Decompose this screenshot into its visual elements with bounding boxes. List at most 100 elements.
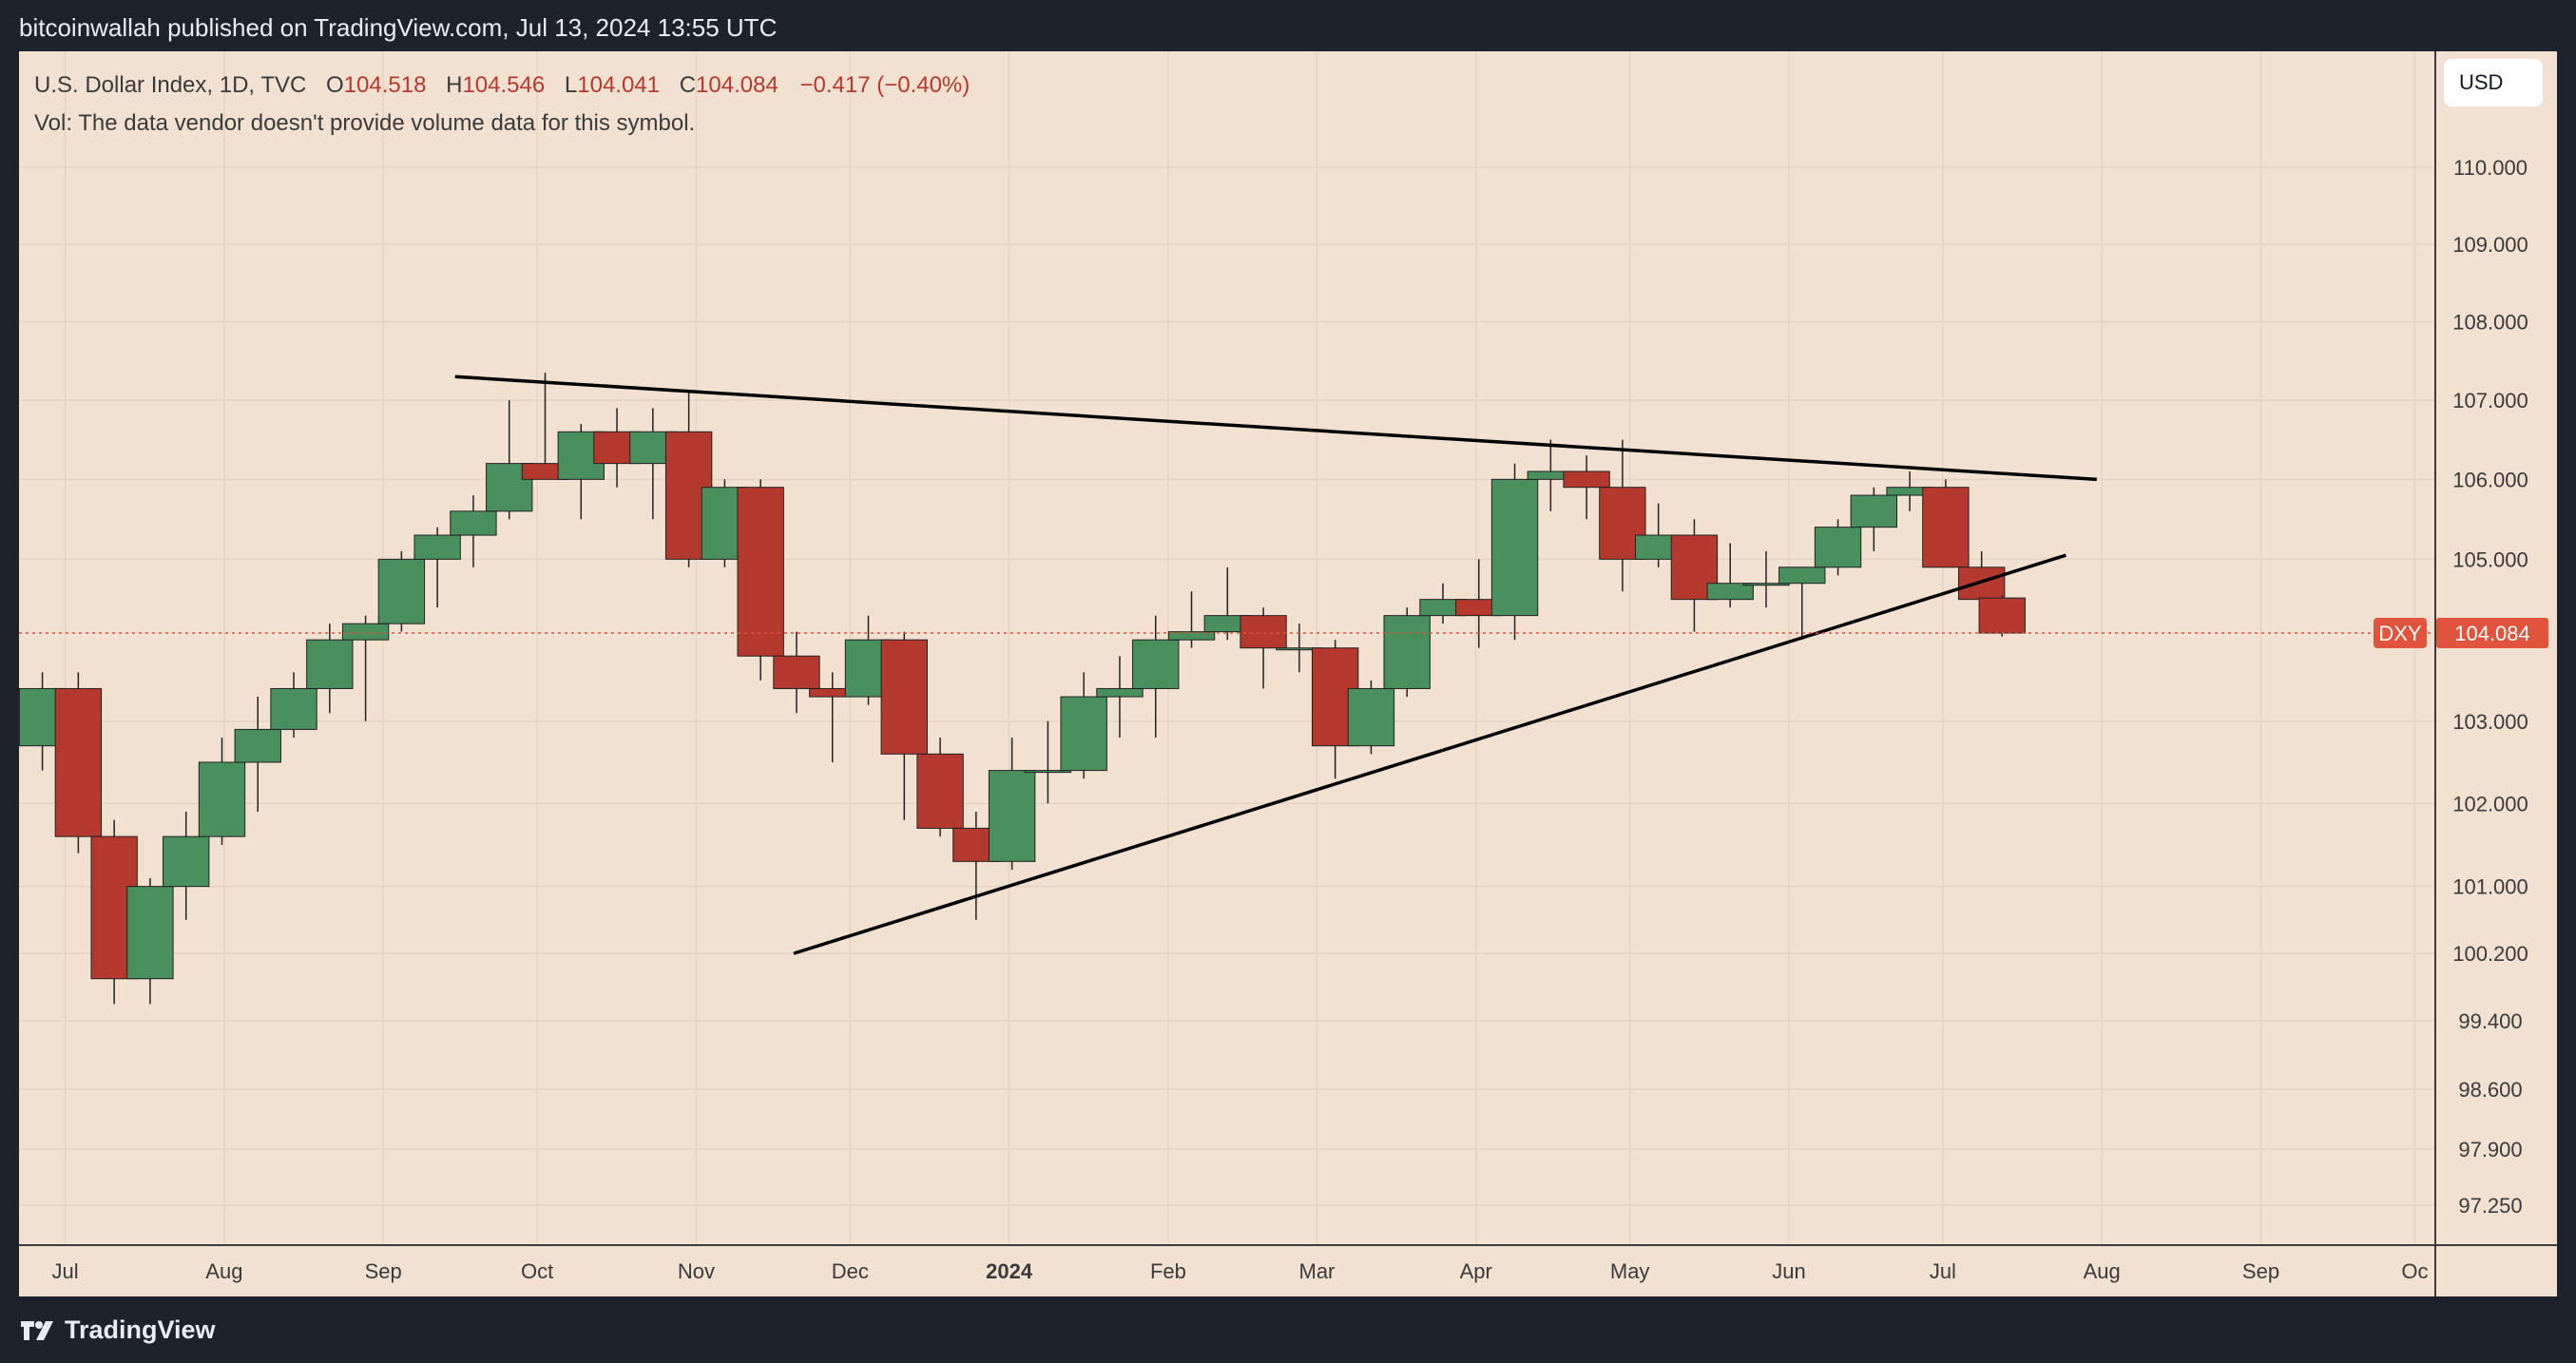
- change-value: −0.417 (−0.40%): [799, 72, 971, 98]
- candle-body: [1563, 470, 1610, 489]
- candle-body: [1922, 487, 1970, 568]
- candle-up: [1167, 591, 1216, 648]
- candle-up: [306, 624, 354, 714]
- y-tick-label: 108.000: [2452, 311, 2528, 335]
- x-tick-label: Oc: [2401, 1259, 2428, 1283]
- candle-body: [1778, 566, 1826, 585]
- candle-down: [773, 631, 820, 714]
- candle-up: [1096, 656, 1144, 739]
- candle-body: [377, 558, 426, 624]
- x-tick-label: Mar: [1299, 1259, 1336, 1283]
- candle-up: [1383, 607, 1431, 698]
- y-tick-label: 101.000: [2452, 875, 2528, 899]
- trendline-lower: [793, 553, 2067, 955]
- candle-up: [1778, 566, 1826, 641]
- candle-body: [1814, 527, 1862, 568]
- y-tick-label: 100.200: [2452, 942, 2528, 966]
- x-tick-label: Dec: [832, 1259, 869, 1283]
- axes: 110.000 109.000 108.000 107.000 106.000 105.0…: [19, 51, 2557, 1296]
- trendline-upper: [454, 374, 2097, 482]
- close-value: 104.084: [696, 72, 779, 98]
- y-tick-label: 110.000: [2453, 156, 2528, 180]
- candle-up: [413, 527, 461, 608]
- candle-down: [916, 738, 964, 837]
- x-tick-label: May: [1610, 1259, 1650, 1283]
- x-tick-label: Feb: [1150, 1259, 1186, 1283]
- candle-body: [126, 886, 174, 980]
- candle-body: [880, 639, 928, 755]
- x-tick-label: Jul: [52, 1259, 79, 1283]
- y-tick-label: 107.000: [2452, 389, 2528, 413]
- candle-body: [1978, 597, 2026, 634]
- candle-body: [450, 510, 497, 536]
- tradingview-logo[interactable]: TradingView: [19, 1315, 216, 1345]
- candle-body: [1383, 615, 1431, 689]
- x-tick-label: Nov: [678, 1259, 715, 1283]
- candle-down: [737, 479, 784, 681]
- legend-header: U.S. Dollar Index, 1D, TVC O104.518 H104…: [34, 67, 975, 105]
- high-value: 104.546: [462, 72, 546, 98]
- y-tick-label: 98.600: [2458, 1078, 2522, 1102]
- candle-body: [988, 770, 1036, 862]
- volume-note: Vol: The data vendor doesn't provide vol…: [34, 110, 696, 136]
- candle-body: [1167, 631, 1216, 641]
- legend: U.S. Dollar Index, 1D, TVC O104.518 H104…: [34, 67, 975, 143]
- x-tick-label: Sep: [2242, 1259, 2279, 1283]
- candle-up: [1814, 519, 1862, 576]
- close-label: C: [679, 72, 697, 98]
- y-tick-label: 105.000: [2452, 547, 2528, 571]
- candle-body: [1132, 639, 1180, 689]
- top-bar: [0, 0, 2576, 51]
- symbol-tag-bg: [2374, 618, 2427, 649]
- y-tick-label: 103.000: [2452, 710, 2528, 734]
- candle-up: [450, 495, 497, 567]
- trendlines[interactable]: [454, 374, 2097, 955]
- candle-body: [1347, 687, 1395, 747]
- low-value: 104.041: [577, 72, 661, 98]
- candle-body: [1850, 494, 1898, 528]
- candle-up: [198, 738, 246, 845]
- x-tick-label: 2024: [986, 1259, 1033, 1283]
- candle-body: [306, 639, 354, 689]
- candle-up: [1850, 487, 1898, 551]
- open-value: 104.518: [343, 72, 427, 98]
- y-tick-label: 109.000: [2452, 233, 2528, 257]
- candle-body: [1706, 583, 1754, 601]
- candle-down: [1599, 439, 1646, 592]
- candle-body: [737, 487, 784, 657]
- candle-up: [988, 738, 1036, 871]
- x-tick-label: Oct: [521, 1259, 553, 1283]
- y-tick-label: 106.000: [2452, 468, 2528, 491]
- y-tick-label: 102.000: [2452, 792, 2528, 816]
- candle-up: [377, 550, 426, 632]
- x-tick-label: Sep: [365, 1259, 402, 1283]
- candle-down: [54, 672, 103, 854]
- candles: [18, 373, 2026, 1005]
- candle-up: [126, 877, 174, 1005]
- candle-body: [1240, 615, 1287, 649]
- candle-body: [1024, 770, 1072, 774]
- symbol-title: U.S. Dollar Index, 1D, TVC: [34, 72, 307, 98]
- candle-body: [341, 623, 390, 641]
- candle-body: [198, 761, 246, 837]
- candle-down: [1670, 519, 1719, 632]
- candle-body: [234, 728, 281, 763]
- grid-lines: [19, 51, 2435, 1245]
- candle-down: [1922, 479, 1970, 568]
- candle-up: [270, 672, 317, 739]
- candle-body: [486, 463, 533, 512]
- candle-up: [1060, 672, 1107, 779]
- publisher-info: bitcoinwallah published on TradingView.c…: [19, 13, 778, 42]
- y-tick-label: 97.250: [2458, 1194, 2522, 1218]
- x-tick-label: Jul: [1930, 1259, 1956, 1283]
- candle-up: [1490, 463, 1539, 641]
- high-label: H: [446, 72, 463, 98]
- candle-body: [413, 534, 461, 560]
- currency-button[interactable]: USD: [2444, 59, 2543, 106]
- candle-up: [1132, 615, 1180, 739]
- x-tick-label: Aug: [205, 1259, 242, 1283]
- candle-up: [1742, 550, 1790, 608]
- last-price-tag: 104.084: [2454, 622, 2530, 645]
- candle-body: [1490, 478, 1539, 617]
